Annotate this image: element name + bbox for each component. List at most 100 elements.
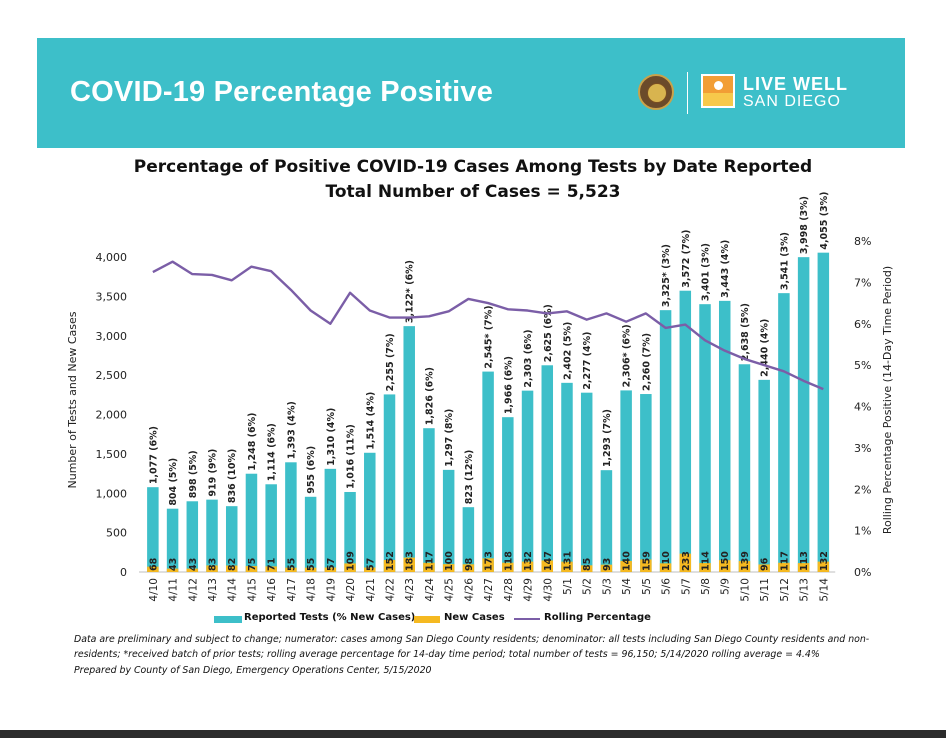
data-label-new-cases: 85 <box>582 558 593 571</box>
y-tick-label: 1,500 <box>96 448 128 461</box>
bar-new-cases <box>245 566 258 572</box>
data-label-new-cases: 152 <box>385 551 396 571</box>
bar-tests <box>147 487 159 572</box>
data-label-tests: 2,402 (5%) <box>562 322 573 380</box>
data-label-tests: 1,826 (6%) <box>424 367 435 425</box>
x-tick-label: 4/19 <box>325 578 337 602</box>
bar-tests <box>679 290 692 572</box>
data-label-new-cases: 173 <box>484 551 495 571</box>
data-label-tests: 3,325* (3%) <box>661 244 672 307</box>
bar-new-cases <box>561 561 573 572</box>
x-tick-label: 5/7 <box>680 578 692 595</box>
bar-new-cases <box>679 553 692 572</box>
y-tick-label: 2,000 <box>96 409 128 422</box>
x-tick-label: 4/11 <box>168 578 180 602</box>
y2-tick-label: 5% <box>854 359 871 372</box>
county-seal-logo <box>638 74 674 110</box>
data-label-new-cases: 109 <box>346 551 357 571</box>
data-label-tests: 919 (9%) <box>208 449 219 497</box>
bar-new-cases <box>364 567 376 572</box>
data-label-tests: 2,440 (4%) <box>760 319 771 377</box>
bar-new-cases <box>797 563 810 572</box>
data-label-tests: 4,055 (3%) <box>819 191 830 249</box>
x-tick-label: 5/14 <box>818 578 830 602</box>
x-tick-label: 5/1 <box>562 578 574 595</box>
y-tick-label: 3,500 <box>96 290 128 303</box>
y-tick-label: 3,000 <box>96 330 128 343</box>
x-tick-label: 4/18 <box>306 578 318 602</box>
x-tick-label: 5/10 <box>739 578 751 602</box>
bar-new-cases <box>580 565 593 572</box>
bar-new-cases <box>186 568 199 572</box>
data-label-new-cases: 159 <box>641 551 652 571</box>
data-label-new-cases: 100 <box>444 551 455 571</box>
bar-tests <box>482 371 494 572</box>
data-label-new-cases: 132 <box>523 551 534 571</box>
x-tick-label: 5/9 <box>720 578 732 595</box>
data-label-tests: 3,443 (4%) <box>720 240 731 298</box>
data-label-new-cases: 140 <box>622 551 633 571</box>
data-label-new-cases: 131 <box>562 551 573 571</box>
bar-tests <box>166 508 179 572</box>
x-tick-label: 4/29 <box>523 578 535 602</box>
y2-tick-label: 4% <box>854 401 871 414</box>
x-tick-label: 4/10 <box>148 578 160 602</box>
bar-new-cases <box>304 567 317 572</box>
bar-new-cases <box>817 561 830 572</box>
x-tick-label: 5/3 <box>601 578 613 595</box>
bar-tests <box>600 470 613 572</box>
bar-tests <box>245 473 258 572</box>
bar-tests <box>304 496 317 572</box>
bar-tests <box>738 364 751 572</box>
bar-tests <box>817 252 830 572</box>
data-label-new-cases: 83 <box>208 558 219 571</box>
data-label-new-cases: 71 <box>267 558 278 571</box>
bar-tests <box>502 417 514 572</box>
bar-tests <box>580 392 593 572</box>
data-label-new-cases: 147 <box>543 551 554 571</box>
y2-tick-label: 2% <box>854 483 871 496</box>
y2-tick-label: 3% <box>854 442 871 455</box>
bar-new-cases <box>344 563 356 572</box>
x-tick-label: 4/12 <box>187 578 199 602</box>
y2-tick-label: 6% <box>854 318 871 331</box>
bar-new-cases <box>778 562 790 572</box>
x-tick-label: 4/15 <box>246 578 258 602</box>
bottom-bar <box>0 730 946 738</box>
data-label-new-cases: 183 <box>405 551 416 571</box>
bar-tests <box>561 382 573 572</box>
bar-tests <box>797 257 810 572</box>
legend-label-new-cases: New Cases <box>444 612 505 623</box>
data-label-new-cases: 96 <box>760 557 771 571</box>
y-tick-label: 2,500 <box>96 369 128 382</box>
bar-new-cases <box>462 564 475 572</box>
bar-tests <box>758 379 770 572</box>
live-well-logo-text-line1: LIVE WELL <box>743 74 848 94</box>
data-label-new-cases: 55 <box>306 558 317 571</box>
x-tick-label: 4/25 <box>444 578 456 602</box>
data-label-tests: 1,016 (11%) <box>346 424 357 489</box>
bar-new-cases <box>699 563 711 572</box>
x-tick-label: 4/20 <box>345 578 357 602</box>
x-tick-label: 5/13 <box>799 578 811 602</box>
x-tick-label: 5/12 <box>779 578 791 602</box>
bar-tests <box>403 326 415 572</box>
data-label-new-cases: 57 <box>365 558 376 571</box>
data-label-new-cases: 55 <box>286 558 297 571</box>
data-label-tests: 1,077 (6%) <box>148 426 159 484</box>
x-tick-label: 5/2 <box>582 578 594 595</box>
data-label-tests: 804 (5%) <box>168 458 179 506</box>
bar-tests <box>364 452 376 572</box>
y2-axis-label: Rolling Percentage Positive (14-Day Time… <box>881 266 894 534</box>
data-label-tests: 3,541 (3%) <box>779 232 790 290</box>
y-axis-label: Number of Tests and New Cases <box>66 311 79 488</box>
x-tick-label: 4/23 <box>404 578 416 602</box>
bar-new-cases <box>324 567 337 572</box>
data-label-new-cases: 57 <box>326 558 337 571</box>
chart-title: Percentage of Positive COVID-19 Cases Am… <box>133 157 813 177</box>
data-label-new-cases: 68 <box>148 557 159 571</box>
y2-tick-label: 7% <box>854 276 871 289</box>
bar-new-cases <box>442 564 455 572</box>
bar-tests <box>620 390 632 572</box>
bar-tests <box>225 506 238 572</box>
